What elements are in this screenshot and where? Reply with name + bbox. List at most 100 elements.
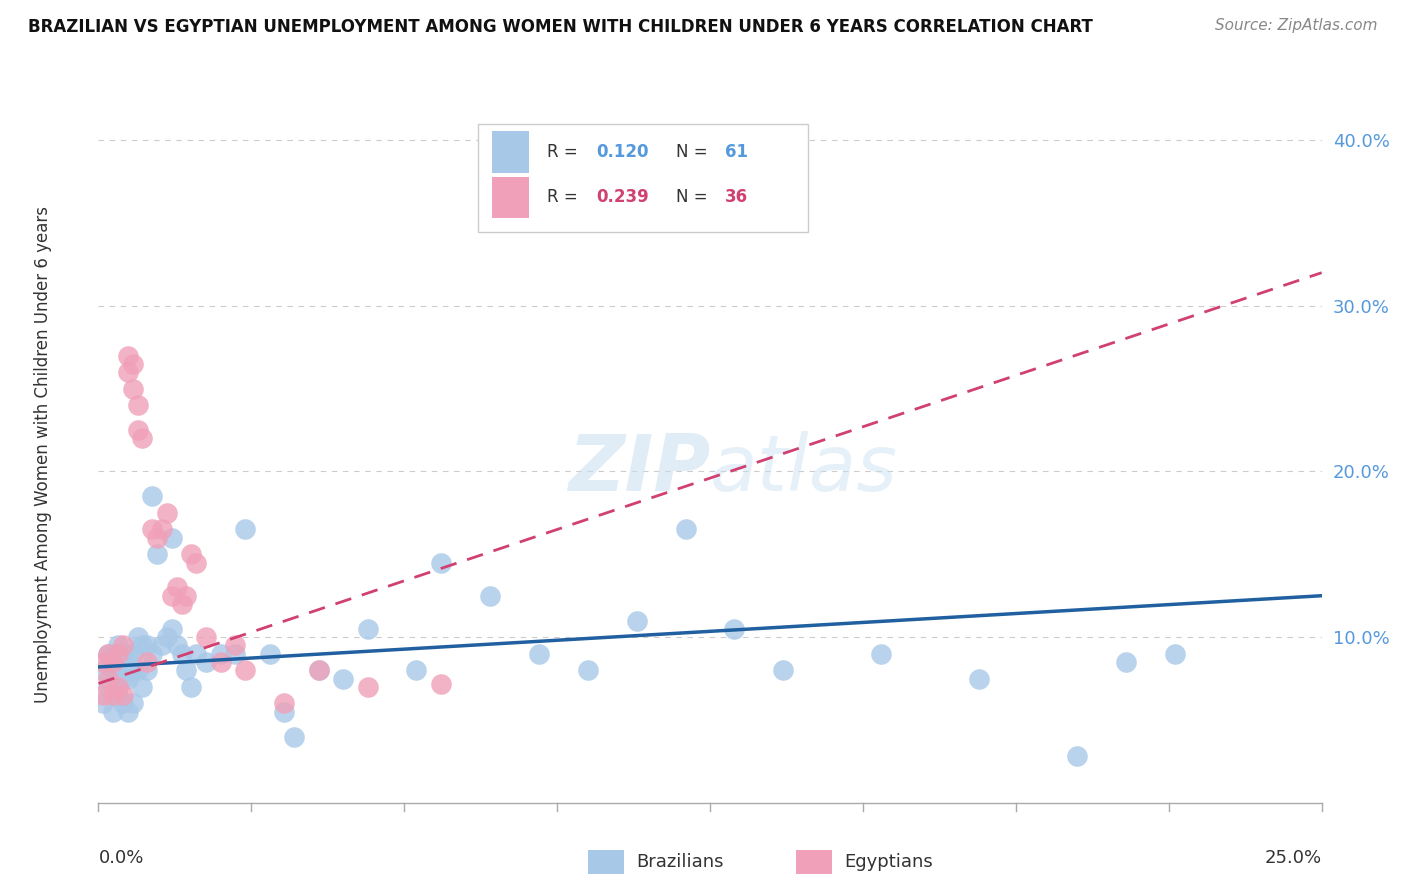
Point [136,655,159,669]
Point [1164,647,1187,661]
Point [224,647,246,661]
FancyBboxPatch shape [796,850,832,874]
Point [160,589,183,603]
Point [131,680,153,694]
Point [209,647,232,661]
Point [127,398,149,412]
Point [170,647,193,661]
Point [166,581,188,595]
Point [127,663,149,677]
Text: N =: N = [676,144,713,161]
Point [141,647,163,661]
Point [111,688,134,702]
Point [195,630,218,644]
Point [111,639,134,653]
Text: R =: R = [547,144,583,161]
Point [430,676,453,690]
Point [186,647,208,661]
Point [101,663,124,677]
Point [273,705,295,719]
Text: R =: R = [547,188,583,206]
Point [176,589,198,603]
Point [150,523,173,537]
Point [308,663,330,677]
Point [527,647,550,661]
Text: Egyptians: Egyptians [845,853,934,871]
Point [107,688,129,702]
Point [131,431,153,445]
Point [332,672,354,686]
Point [186,556,208,570]
Point [273,697,295,711]
Text: 0.0%: 0.0% [98,849,143,867]
Point [356,622,378,636]
Point [170,597,193,611]
Point [101,705,124,719]
Point [180,547,202,561]
Point [101,688,124,702]
Point [121,663,143,677]
Text: N =: N = [676,188,713,206]
Point [91,663,114,677]
Point [156,506,179,520]
Point [156,630,179,644]
Point [91,655,114,669]
FancyBboxPatch shape [492,177,529,219]
Point [209,655,232,669]
Point [117,705,139,719]
Text: 36: 36 [724,188,748,206]
Point [91,697,114,711]
Point [146,547,169,561]
Point [405,663,427,677]
Point [233,523,256,537]
Point [430,556,453,570]
Text: atlas: atlas [710,431,898,507]
Text: Source: ZipAtlas.com: Source: ZipAtlas.com [1215,18,1378,33]
Point [97,680,120,694]
Point [195,655,218,669]
Point [117,672,139,686]
Point [626,614,648,628]
FancyBboxPatch shape [588,850,624,874]
Point [870,647,893,661]
Point [107,639,129,653]
Point [283,730,305,744]
Point [97,647,120,661]
Point [111,647,134,661]
Point [576,663,599,677]
Point [121,697,143,711]
Point [967,672,990,686]
Point [117,365,139,379]
Point [127,630,149,644]
FancyBboxPatch shape [492,131,529,173]
Text: 25.0%: 25.0% [1264,849,1322,867]
Point [160,622,183,636]
Point [772,663,794,677]
Text: ZIP: ZIP [568,431,710,507]
Text: 61: 61 [724,144,748,161]
Point [150,639,173,653]
Text: Brazilians: Brazilians [637,853,724,871]
Point [478,589,501,603]
Point [111,672,134,686]
Point [146,531,169,545]
Point [160,531,183,545]
Point [97,647,120,661]
Point [224,639,246,653]
Point [97,672,120,686]
Point [121,357,143,371]
Point [356,680,378,694]
Point [180,680,202,694]
Point [308,663,330,677]
Text: BRAZILIAN VS EGYPTIAN UNEMPLOYMENT AMONG WOMEN WITH CHILDREN UNDER 6 YEARS CORRE: BRAZILIAN VS EGYPTIAN UNEMPLOYMENT AMONG… [28,18,1092,36]
Text: 0.239: 0.239 [596,188,650,206]
Point [107,647,129,661]
Point [141,523,163,537]
Point [101,655,124,669]
Point [176,663,198,677]
Point [259,647,281,661]
Point [111,697,134,711]
Point [117,647,139,661]
Point [233,663,256,677]
Point [1066,749,1088,764]
